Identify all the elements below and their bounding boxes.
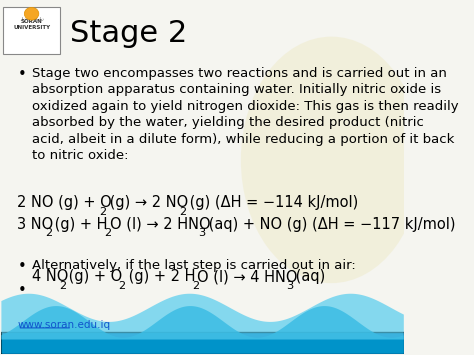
Text: 2: 2 — [104, 228, 112, 238]
Text: Stage 2: Stage 2 — [70, 18, 187, 48]
Text: SORAN
UNIVERSITY: SORAN UNIVERSITY — [13, 19, 50, 30]
Text: 2: 2 — [180, 207, 187, 217]
Text: (aq) + NO (g) (ΔH = −117 kJ/mol): (aq) + NO (g) (ΔH = −117 kJ/mol) — [204, 217, 455, 231]
Text: •: • — [18, 66, 26, 82]
Text: 2: 2 — [192, 281, 199, 291]
Text: www.soran.edu.iq: www.soran.edu.iq — [18, 321, 110, 331]
Text: 3 NO: 3 NO — [18, 217, 54, 231]
Text: 4 NO: 4 NO — [32, 269, 68, 284]
Text: (g) + O: (g) + O — [64, 269, 122, 284]
Text: O (l) → 4 HNO: O (l) → 4 HNO — [197, 269, 298, 284]
Text: 3: 3 — [286, 281, 293, 291]
Text: 2: 2 — [45, 228, 52, 238]
Circle shape — [24, 7, 39, 20]
Text: (aq): (aq) — [291, 269, 326, 284]
FancyBboxPatch shape — [1, 333, 404, 354]
Text: 2: 2 — [59, 281, 66, 291]
Polygon shape — [1, 294, 404, 339]
Text: راني سۆران: راني سۆران — [20, 16, 44, 20]
Text: 2: 2 — [118, 281, 126, 291]
Text: Stage two encompasses two reactions and is carried out in an
absorption apparatu: Stage two encompasses two reactions and … — [32, 66, 458, 162]
Text: Alternatively, if the last step is carried out in air:: Alternatively, if the last step is carri… — [32, 258, 356, 272]
Text: •: • — [18, 283, 26, 298]
Ellipse shape — [241, 37, 422, 283]
Polygon shape — [1, 306, 404, 354]
FancyBboxPatch shape — [3, 7, 60, 54]
Text: 3: 3 — [198, 228, 206, 238]
Text: O (l) → 2 HNO: O (l) → 2 HNO — [110, 217, 210, 231]
Text: 2 NO (g) + O: 2 NO (g) + O — [18, 196, 112, 211]
Text: (g) + H: (g) + H — [50, 217, 108, 231]
Text: 2: 2 — [99, 207, 106, 217]
Text: •: • — [18, 258, 26, 273]
Text: (g) → 2 NO: (g) → 2 NO — [104, 196, 188, 211]
Text: (g) + 2 H: (g) + 2 H — [124, 269, 195, 284]
Text: (g) (ΔH = −114 kJ/mol): (g) (ΔH = −114 kJ/mol) — [185, 196, 358, 211]
